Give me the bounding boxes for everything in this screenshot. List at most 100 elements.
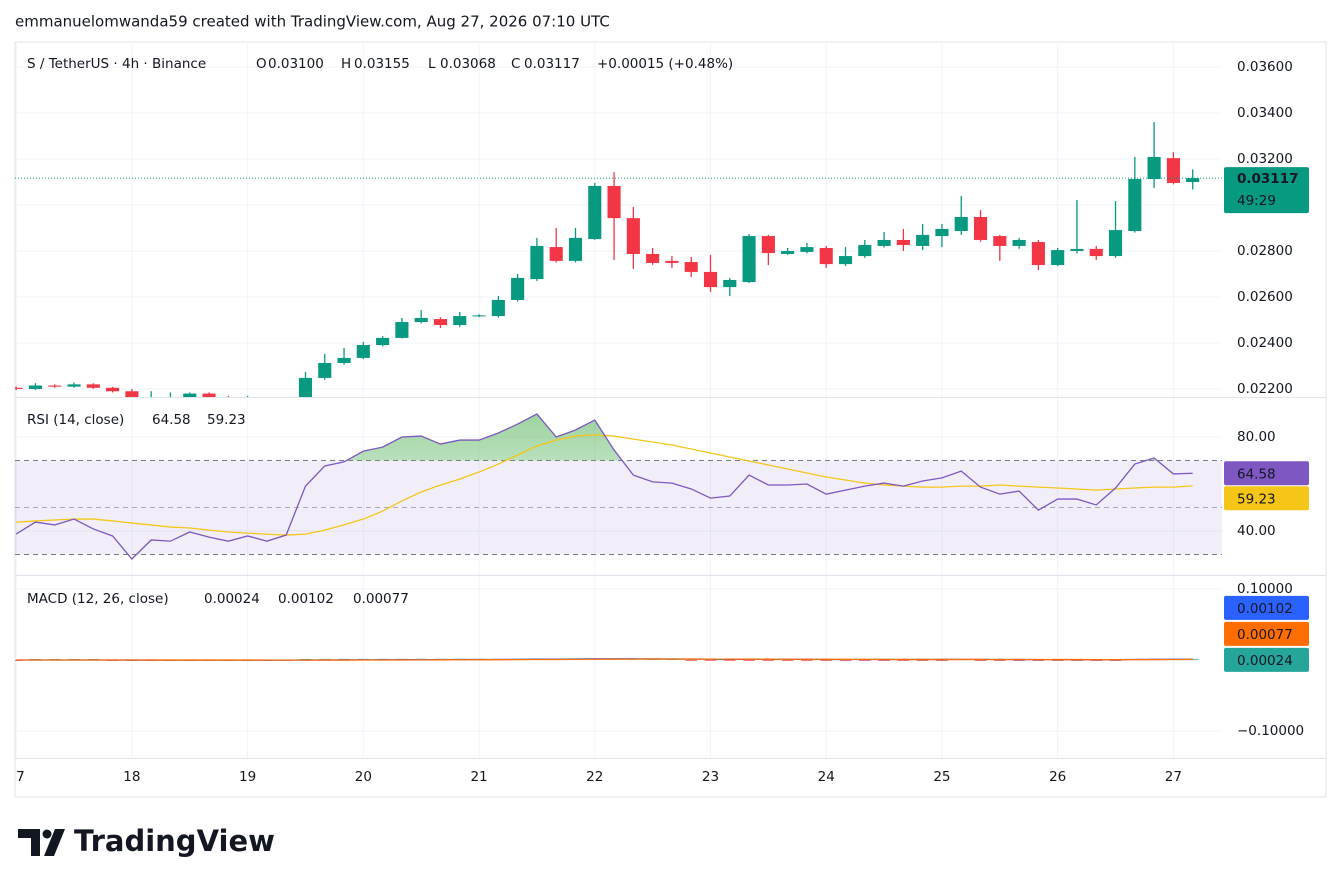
candle-body	[376, 337, 390, 346]
tradingview-logo: TradingView	[18, 824, 275, 858]
candle-body	[665, 260, 679, 263]
price-legend: S / TetherUS · 4h · Binance O 0.03100 H …	[27, 56, 733, 72]
ohlc-key: L	[428, 56, 436, 72]
candle-body	[626, 218, 640, 254]
ohlc-value: 0.03117	[524, 56, 580, 72]
candle-body	[1012, 239, 1026, 246]
macd-tag-bg	[1224, 595, 1309, 620]
x-tick-label: 24	[818, 769, 835, 785]
brand: TradingView	[74, 824, 275, 858]
price-tag-bg	[1224, 167, 1309, 214]
histogram-bar	[994, 660, 1006, 662]
y-tick-label: 80.00	[1237, 429, 1276, 445]
candle-body	[1166, 158, 1180, 183]
y-tick-label: 0.03600	[1237, 59, 1293, 75]
histogram-bar	[916, 660, 929, 662]
candle-body	[433, 319, 448, 326]
price-tag: 0.03117	[1237, 171, 1299, 187]
candle-body	[28, 385, 43, 389]
candle-body	[298, 377, 313, 397]
y-tick-label: 40.00	[1237, 523, 1276, 539]
macd-tag: 0.00024	[1237, 653, 1293, 669]
candle-body	[67, 384, 81, 387]
candle-body	[1147, 156, 1161, 180]
candle-body	[916, 234, 930, 246]
candle-body	[723, 279, 737, 288]
candle-body	[568, 237, 583, 261]
x-tick-label: 21	[470, 769, 487, 785]
candle-body	[1108, 230, 1123, 257]
histogram-bar	[801, 660, 813, 662]
macd-tag: 0.00102	[1237, 601, 1293, 617]
candle-body	[973, 216, 988, 240]
rsi-title: RSI (14, close)	[27, 412, 124, 428]
ohlc-key: H	[341, 56, 351, 72]
histogram-bar	[897, 660, 910, 662]
histogram-bar	[974, 660, 987, 662]
ohlc-value: 0.03100	[268, 56, 324, 72]
macd-legend-value: 0.00102	[278, 591, 334, 607]
overbought-zone	[346, 413, 1158, 461]
macd-title: MACD (12, 26, close)	[27, 591, 169, 607]
logo-mark	[42, 829, 52, 839]
candle-body	[1051, 250, 1065, 266]
price-pane	[15, 42, 1222, 397]
ohlc-key: C	[511, 56, 520, 72]
candle-body	[838, 256, 853, 265]
candle-body	[318, 362, 332, 378]
candle-body	[607, 185, 621, 219]
x-tick-label: 22	[586, 769, 603, 785]
histogram-bar	[724, 660, 736, 662]
countdown: 49:29	[1237, 193, 1276, 209]
candle-body	[877, 239, 891, 246]
rsi-pane	[15, 398, 1222, 575]
candle-body	[356, 345, 370, 358]
candle-body	[106, 387, 120, 392]
y-tick-label: 0.03400	[1237, 105, 1293, 121]
candle-body	[742, 236, 756, 283]
candle-body	[896, 239, 910, 246]
histogram-bar	[1032, 660, 1045, 662]
histogram-bar	[685, 660, 697, 662]
rsi-tag: 64.58	[1237, 466, 1276, 482]
candle-body	[684, 262, 698, 272]
macd-pane	[15, 576, 1222, 758]
y-tick-label: 0.02200	[1237, 381, 1293, 397]
histogram-bar	[762, 660, 775, 662]
x-tick-label: 18	[123, 769, 140, 785]
candle-body	[414, 317, 428, 323]
x-tick-label: 27	[1165, 769, 1182, 785]
candle-body	[183, 393, 197, 397]
y-tick-label: 0.02800	[1237, 243, 1293, 259]
change: +0.00015 (+0.48%)	[597, 56, 733, 72]
candle-body	[703, 271, 718, 288]
x-tick-label: 23	[702, 769, 719, 785]
histogram-bar	[1109, 660, 1122, 662]
histogram-bar	[859, 660, 871, 662]
candle-body	[125, 391, 139, 397]
y-tick-label: 0.02600	[1237, 289, 1293, 305]
candle-body	[781, 250, 795, 254]
rsi-tag: 59.23	[1237, 491, 1276, 507]
rsi-legend-value: 59.23	[207, 412, 246, 428]
ohlc-value: 0.03155	[354, 56, 410, 72]
rsi-legend-value: 64.58	[152, 412, 191, 428]
candle-body	[202, 393, 216, 397]
y-tick-label: −0.10000	[1237, 723, 1304, 739]
candle-body	[15, 387, 23, 389]
candle-body	[395, 322, 409, 338]
candle-body	[491, 299, 505, 317]
ohlc-value: 0.03068	[440, 56, 496, 72]
histogram-bar	[936, 660, 948, 662]
y-tick-label: 0.03200	[1237, 151, 1293, 167]
rsi-tag-bg	[1224, 461, 1309, 486]
macd-legend-value: 0.00024	[204, 591, 260, 607]
candle-body	[935, 228, 949, 237]
histogram-bar	[839, 660, 852, 662]
macd-legend-value: 0.00077	[353, 591, 409, 607]
macd-line	[16, 658, 1193, 661]
candle-body	[530, 245, 544, 280]
candle-body	[511, 277, 525, 300]
candle-body	[588, 185, 602, 240]
